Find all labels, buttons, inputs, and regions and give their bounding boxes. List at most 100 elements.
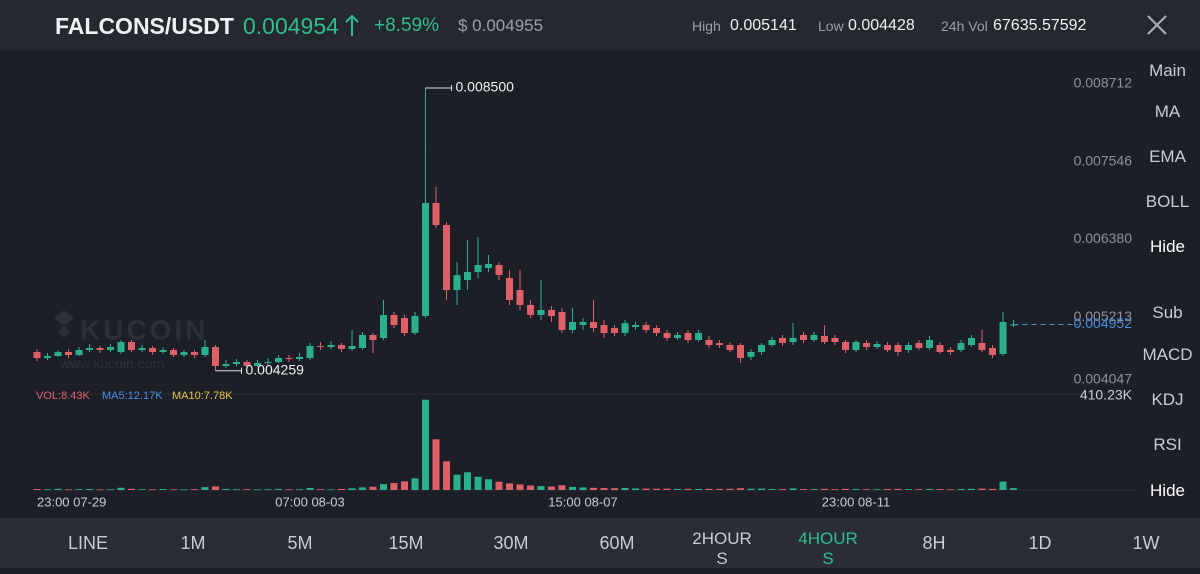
candle-body bbox=[842, 342, 849, 350]
timeframe-tab[interactable]: 1W bbox=[1132, 532, 1160, 553]
candle-body bbox=[506, 278, 513, 300]
volume-bar bbox=[380, 484, 387, 490]
candle-body bbox=[65, 352, 72, 355]
side-menu-item[interactable]: MACD bbox=[1142, 345, 1193, 364]
volume-bar bbox=[485, 479, 492, 490]
high-value: 0.005141 bbox=[730, 17, 797, 34]
volume-bar bbox=[275, 488, 282, 490]
candle-body bbox=[401, 318, 408, 333]
timeframe-tab[interactable]: 5M bbox=[287, 532, 313, 553]
volume-bar bbox=[296, 489, 303, 491]
last-price-label: 0.004952 bbox=[1074, 315, 1133, 331]
volume-bar bbox=[726, 488, 734, 490]
volume-bar bbox=[978, 488, 986, 490]
side-menu-item[interactable]: EMA bbox=[1149, 147, 1186, 166]
vol-value: 67635.57592 bbox=[993, 17, 1087, 34]
volume-bar bbox=[128, 488, 135, 490]
candle-body bbox=[44, 356, 51, 358]
volume-bar bbox=[212, 486, 219, 490]
candle-body bbox=[926, 340, 933, 348]
pair: FALCONS/USDT bbox=[55, 13, 234, 39]
side-menu-item[interactable]: KDJ bbox=[1151, 390, 1184, 409]
volume-bar bbox=[684, 488, 692, 490]
timeframe-tab[interactable]: 1D bbox=[1028, 532, 1052, 553]
candle-body bbox=[779, 338, 786, 343]
timeframe-tab[interactable]: 2HOURS bbox=[692, 529, 752, 568]
timeframe-tab[interactable]: 8H bbox=[922, 532, 946, 553]
candle-body bbox=[212, 347, 219, 366]
watermark-logo-text: KUCOIN bbox=[80, 314, 208, 345]
volume-bar bbox=[285, 489, 293, 491]
candle-body bbox=[411, 316, 419, 333]
side-menu-item[interactable]: Hide bbox=[1150, 481, 1185, 500]
candle-body bbox=[75, 350, 83, 355]
timeframe-tab[interactable]: LINE bbox=[67, 532, 109, 553]
candle-body bbox=[600, 325, 608, 333]
side-menu-item[interactable]: Main bbox=[1149, 61, 1186, 80]
volume-bar bbox=[957, 488, 965, 490]
candle-body bbox=[684, 333, 692, 340]
volume-bar bbox=[327, 489, 335, 491]
volume-bar bbox=[695, 488, 702, 490]
timeframe-tab[interactable]: 30M bbox=[493, 532, 529, 553]
volume-bar bbox=[516, 484, 524, 490]
annotation-label: 0.004259 bbox=[246, 361, 305, 377]
volume-bar bbox=[821, 488, 828, 490]
candle-body bbox=[873, 344, 881, 347]
candle-body bbox=[495, 265, 503, 275]
side-menu-item[interactable]: BOLL bbox=[1145, 192, 1190, 211]
candle-body bbox=[149, 348, 156, 352]
volume-bar bbox=[968, 488, 975, 490]
candle-body bbox=[674, 335, 681, 338]
low-label: Low bbox=[818, 18, 844, 34]
volume-bar bbox=[779, 489, 786, 490]
volume-bar bbox=[716, 488, 723, 490]
annotation-label: 0.008500 bbox=[456, 79, 515, 95]
side-menu-item[interactable]: RSI bbox=[1153, 435, 1182, 454]
volume-bar bbox=[222, 488, 230, 490]
candle-body bbox=[296, 357, 303, 359]
candle-body bbox=[222, 364, 230, 366]
y-tick-label: 0.007546 bbox=[1074, 152, 1133, 168]
annotation-leader bbox=[215, 367, 242, 374]
volume-bar bbox=[117, 487, 125, 490]
volume-bar bbox=[863, 489, 870, 490]
candle-body bbox=[569, 322, 576, 330]
timeframe-tab[interactable]: 1M bbox=[180, 532, 206, 553]
candle-body bbox=[243, 362, 251, 366]
volume-bar bbox=[747, 488, 755, 490]
candle-body bbox=[117, 342, 125, 352]
candle-body bbox=[474, 265, 482, 272]
candle-body bbox=[915, 343, 923, 348]
timeframe-bar: LINE 1M 5M 15M 30M 60M 2HOURS 4HOURS 8H … bbox=[0, 518, 1200, 568]
candle-body bbox=[443, 225, 450, 290]
volume-bar bbox=[674, 488, 681, 490]
candle-body bbox=[254, 363, 261, 366]
timeframe-tab[interactable]: 15M bbox=[388, 532, 424, 553]
timeframe-tab[interactable]: 60M bbox=[599, 532, 635, 553]
close-button[interactable] bbox=[1146, 14, 1168, 36]
candle-body bbox=[432, 203, 440, 225]
volume-bar bbox=[390, 483, 398, 490]
volume-bar bbox=[558, 485, 566, 490]
side-menu-item[interactable]: MA bbox=[1154, 102, 1181, 121]
volume-bar bbox=[663, 488, 671, 490]
watermark-url: www.kucoin.com bbox=[59, 356, 164, 372]
volume-bar bbox=[947, 489, 954, 491]
volume-bar bbox=[138, 489, 146, 490]
candle-body bbox=[275, 358, 282, 362]
candle-body bbox=[527, 305, 534, 315]
volume-bar bbox=[926, 488, 933, 490]
volume-bar bbox=[936, 489, 944, 490]
volume-legend: MA10:7.78K bbox=[172, 390, 233, 402]
volume-bar bbox=[537, 486, 545, 490]
candle-body bbox=[978, 343, 986, 350]
candle-body bbox=[96, 348, 104, 350]
volume-bar bbox=[107, 489, 114, 491]
timeframe-tab[interactable]: 4HOURS bbox=[798, 529, 858, 568]
volume-bar bbox=[201, 487, 209, 490]
candle-body bbox=[306, 346, 314, 358]
side-menu-item[interactable]: Sub bbox=[1152, 303, 1183, 322]
side-menu-item[interactable]: Hide bbox=[1150, 237, 1185, 256]
